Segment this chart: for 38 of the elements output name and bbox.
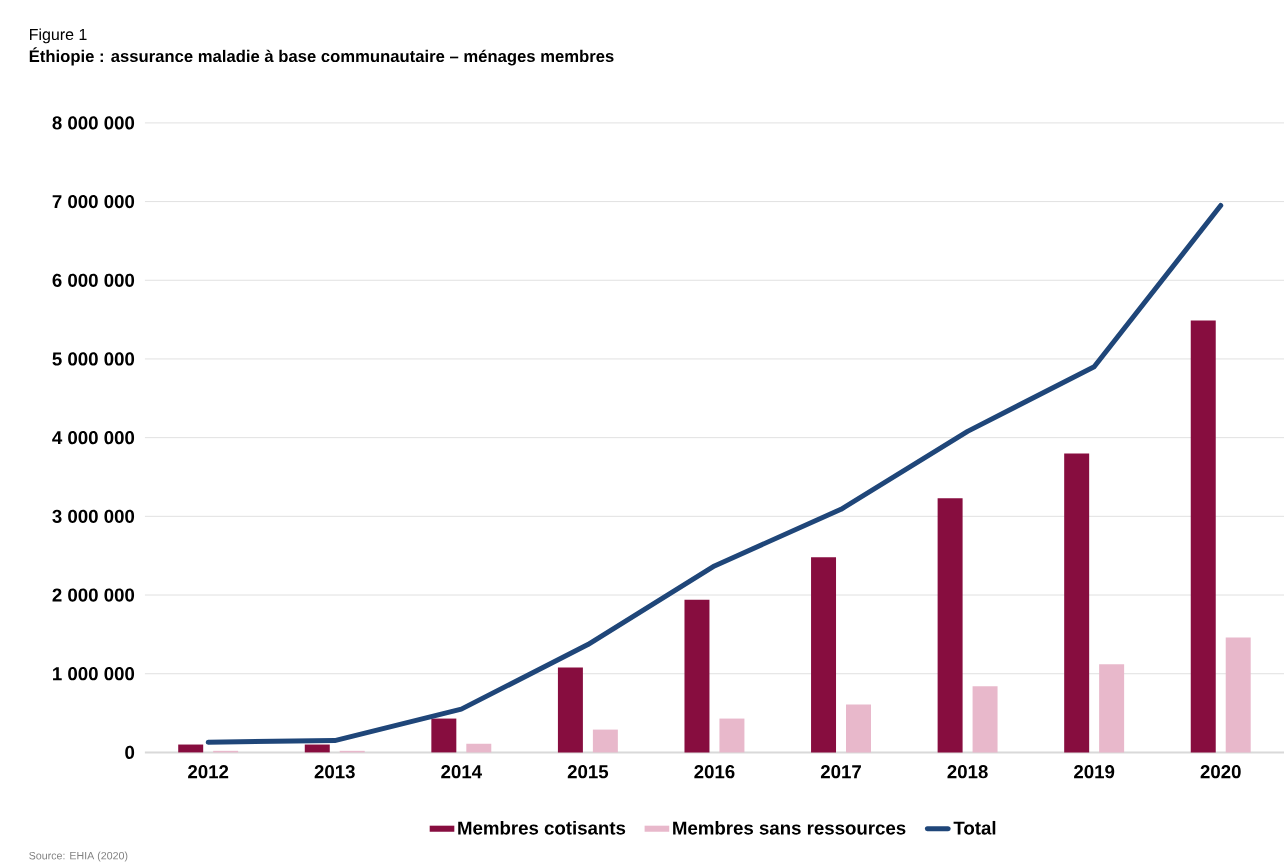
- legend-label: Membres sans ressources: [673, 820, 906, 835]
- x-tick-label: 2014: [441, 765, 482, 779]
- y-tick-label: 4 000 000: [52, 431, 135, 445]
- x-tick-label: 2018: [947, 765, 988, 779]
- x-tick-label: 2019: [1074, 765, 1115, 779]
- caption: Figure 1: [30, 28, 87, 44]
- bar: [1099, 664, 1125, 753]
- bar: [466, 743, 492, 753]
- y-tick-label: 3 000 000: [52, 509, 135, 523]
- bar: [557, 667, 583, 753]
- bar: [719, 718, 745, 753]
- x-tick-label: 2012: [188, 765, 229, 779]
- y-tick-label: 6 000 000: [52, 273, 135, 287]
- source-note: Source: EHIA (2020): [29, 851, 128, 862]
- bar: [846, 704, 871, 753]
- x-tick-label: 2017: [820, 765, 861, 779]
- x-tick-label: 2013: [314, 765, 355, 779]
- x-tick-label: 2020: [1200, 765, 1241, 779]
- y-tick-label: 1 000 000: [53, 667, 135, 681]
- legend-label: Total: [953, 820, 996, 835]
- legend-label: Membres cotisants: [458, 820, 626, 835]
- bar: [684, 599, 710, 753]
- y-tick-label: 0: [125, 745, 135, 760]
- bar: [1225, 637, 1251, 753]
- y-tick-label: 2 000 000: [52, 588, 135, 602]
- y-tick-label: 8 000 000: [52, 116, 135, 130]
- bar: [972, 686, 998, 753]
- x-tick-label: 2016: [694, 765, 735, 779]
- y-tick-label: 5 000 000: [52, 352, 135, 366]
- bar: [937, 498, 963, 753]
- bar: [1064, 453, 1090, 753]
- bar: [1190, 320, 1216, 753]
- chart-title: Éthiopie : assurance maladie à base communautaire – ménages membres: [29, 47, 614, 66]
- bar: [811, 557, 837, 753]
- x-tick-label: 2015: [567, 765, 609, 779]
- bar: [431, 718, 457, 753]
- bar: [592, 729, 618, 753]
- y-tick-label: 7 000 000: [52, 194, 135, 209]
